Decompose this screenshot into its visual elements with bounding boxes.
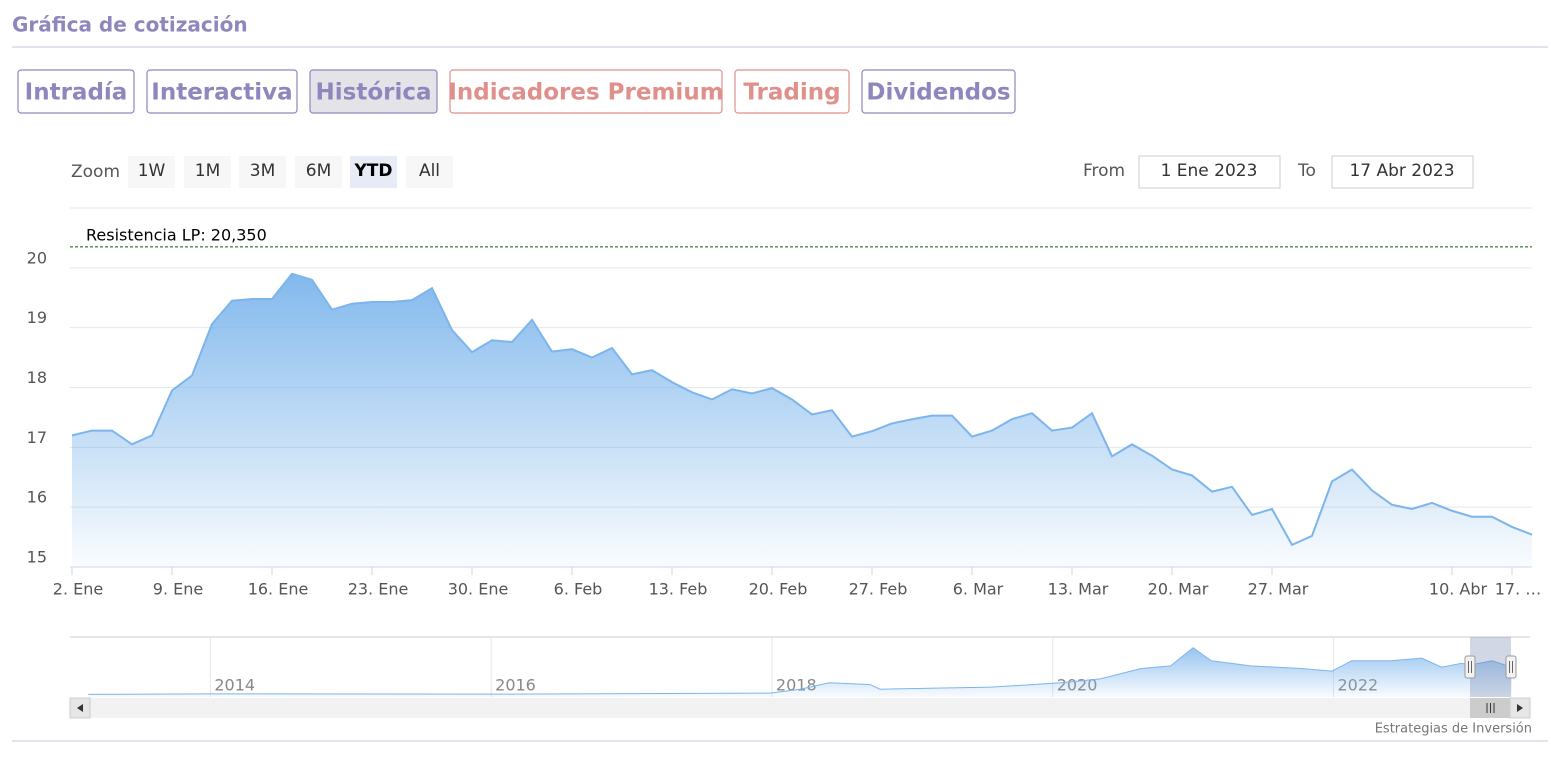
credits: Estrategias de Inversión — [1375, 722, 1532, 737]
y-tick-label: 18 — [27, 368, 47, 387]
y-tick-label: 16 — [27, 488, 47, 507]
x-tick-label: 20. Mar — [1148, 580, 1209, 599]
to-input[interactable] — [1331, 155, 1474, 189]
zoom-button-label[interactable]: 1W — [138, 161, 166, 181]
tab[interactable] — [861, 69, 1016, 114]
x-tick-label: 10. Abr — [1429, 580, 1488, 599]
x-tick-label: 27. Feb — [849, 580, 908, 599]
area-fill — [72, 273, 1532, 567]
x-tick-label: 16. Ene — [248, 580, 309, 599]
tab-label[interactable]: Dividendos — [866, 80, 1010, 106]
tab[interactable] — [309, 69, 438, 114]
zoom-label: Zoom — [71, 162, 120, 182]
zoom-button[interactable] — [239, 156, 286, 188]
x-tick-label: 17. … — [1495, 580, 1542, 599]
tab[interactable] — [734, 69, 850, 114]
navigator-mask — [1470, 637, 1511, 697]
zoom-button-label[interactable]: YTD — [353, 161, 392, 181]
x-tick-label: 6. Feb — [554, 580, 603, 599]
zoom-button-label[interactable]: All — [419, 161, 440, 181]
x-tick-label: 2. Ene — [53, 580, 103, 599]
zoom-button[interactable] — [295, 156, 342, 188]
x-tick-label: 13. Mar — [1048, 580, 1109, 599]
zoom-button-label[interactable]: 6M — [306, 161, 331, 181]
navigator-area — [88, 647, 1512, 697]
widget-title: Gráfica de cotización — [12, 13, 248, 37]
navigator-tick-label: 2014 — [214, 676, 255, 695]
navigator-tick-label: 2016 — [495, 676, 536, 695]
zoom-button[interactable] — [406, 156, 453, 188]
resistance-label: Resistencia LP: 20,350 — [86, 225, 267, 244]
from-input[interactable] — [1138, 155, 1281, 189]
x-tick-label: 30. Ene — [448, 580, 509, 599]
tab[interactable] — [449, 69, 723, 114]
zoom-button-label[interactable]: 1M — [195, 161, 220, 181]
tab-label[interactable]: Intradía — [25, 80, 128, 106]
zoom-button[interactable] — [184, 156, 231, 188]
x-tick-label: 20. Feb — [749, 580, 808, 599]
scrollbar-track — [70, 698, 1530, 718]
navigator-handle[interactable] — [1464, 655, 1476, 679]
navigator-line — [88, 647, 1512, 695]
x-tick-label: 6. Mar — [953, 580, 1004, 599]
y-tick-label: 17 — [27, 428, 47, 447]
price-line — [71, 272, 1533, 547]
x-tick-label: 9. Ene — [153, 580, 203, 599]
zoom-button[interactable] — [350, 156, 397, 188]
tab[interactable] — [146, 69, 298, 114]
x-tick-label: 23. Ene — [348, 580, 409, 599]
tab-label[interactable]: Indicadores Premium — [448, 80, 723, 106]
tab-label[interactable]: Interactiva — [151, 80, 292, 106]
x-tick-label: 27. Mar — [1248, 580, 1309, 599]
tab-label[interactable]: Trading — [743, 80, 840, 106]
scroll-right-arrow — [1517, 704, 1523, 712]
tab-label[interactable]: Histórica — [316, 80, 432, 106]
zoom-button[interactable] — [128, 156, 175, 188]
y-tick-label: 19 — [27, 308, 47, 327]
y-tick-label: 15 — [27, 548, 47, 567]
zoom-button-label[interactable]: 3M — [250, 161, 275, 181]
to-value[interactable]: 17 Abr 2023 — [1349, 161, 1454, 181]
to-label: To — [1297, 161, 1316, 181]
from-value[interactable]: 1 Ene 2023 — [1161, 161, 1258, 181]
navigator-handle[interactable] — [1505, 655, 1517, 679]
from-label: From — [1083, 161, 1125, 181]
y-tick-label: 20 — [27, 248, 47, 267]
x-tick-label: 13. Feb — [649, 580, 708, 599]
tab[interactable] — [17, 69, 135, 114]
scroll-left-arrow — [77, 704, 83, 712]
